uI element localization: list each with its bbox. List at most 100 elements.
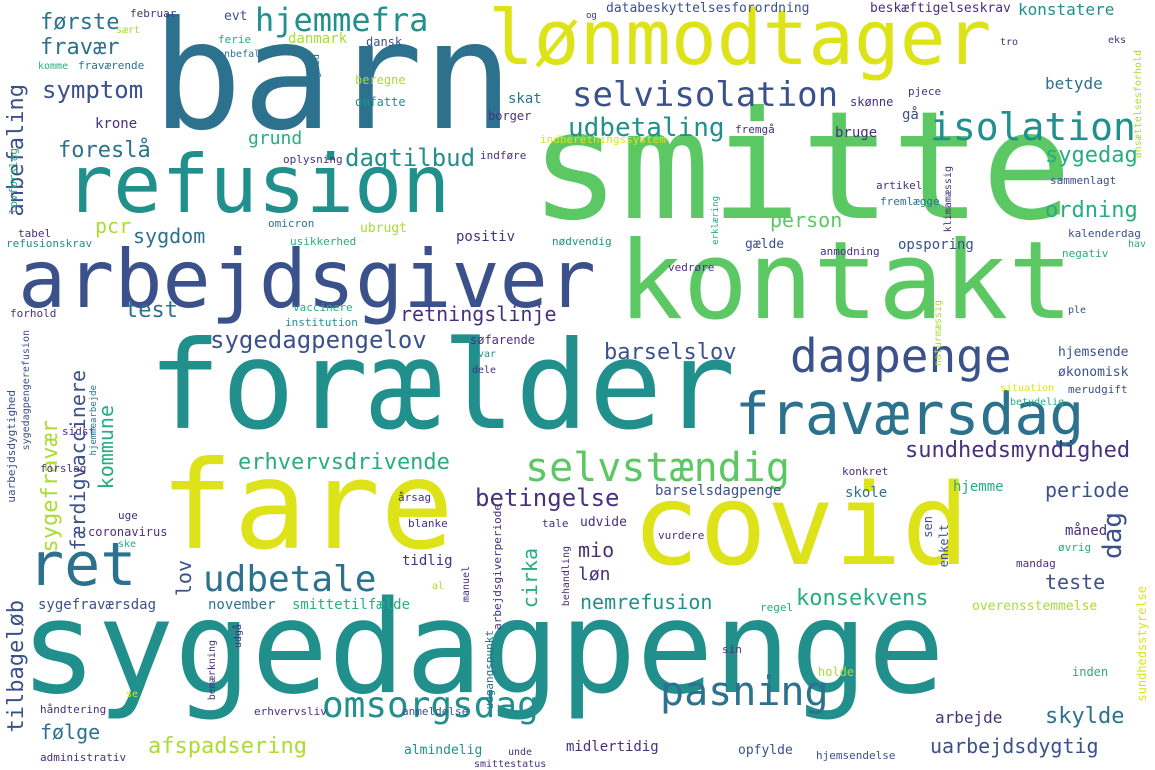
word-smitte: smitte [530,80,1072,254]
word-pasning: pasning [660,669,829,715]
word-barn: barn [152,0,514,164]
word-ubrugt: ubrugt [360,221,407,236]
word-test: test [125,298,178,323]
word-lonmodtager: lønmodtager [488,0,992,82]
word-dagpenge: dagpenge [790,329,1012,383]
word-holde: holde [818,665,855,679]
word-enkelt: enkelt [937,524,951,568]
word-symptom: symptom [42,76,144,104]
word-eks: eks [1108,35,1127,46]
word-klimamaessig: klimamæssig [943,166,954,233]
word-barselslov: barselslov [604,340,737,365]
word-retningslinje: retningslinje [400,302,557,326]
word-tro: tro [1000,37,1019,48]
word-beregne: beregne [355,73,406,87]
word-tabel: tabel [18,227,52,240]
word-skonne: skønne [850,95,894,109]
word-skylde: skylde [1045,704,1125,729]
word-grund: grund [248,128,303,149]
word-barselsdagpenge: barselsdagpenge [655,483,782,499]
word-al: al [432,581,445,592]
word-cirka: cirka [518,548,542,609]
word-fravaer: fravær [40,35,120,60]
word-behandling: behandling [561,546,572,607]
word-merudgift: merudgift [1068,383,1128,396]
word-nemrefusion: nemrefusion [580,590,713,614]
word-ferie: ferie [218,33,252,46]
word-skole: skole [845,485,888,501]
word-coronavirus: coronavirus [88,525,168,539]
word-fravaersdag: fraværsdag [735,380,1085,448]
word-usikkerhed: usikkerhed [290,235,357,248]
word-skat: skat [508,91,542,107]
word-sygedagpenge: sygedagpenge [20,574,945,723]
word-kalenderdag: kalenderdag [1068,227,1141,240]
word-anmodning: anmodning [820,245,880,258]
word-overensstemmelse: overensstemmelse [972,599,1098,614]
word-faerdigvaccinere: færdigvaccinere [66,370,90,551]
word-hjemmefra: hjemmefra [255,1,429,39]
word-unde: unde [508,747,533,758]
word-mulighed: mulighed [311,54,322,103]
word-almindelig: almindelig [404,743,483,758]
word-forslag: forslag [40,462,87,475]
word-artikel: artikel [876,179,923,192]
word-forhold: forhold [10,307,57,320]
word-sygedagpengelov: sygedagpengelov [210,326,427,354]
word-ansaettelsesforhold: ansættelsesforhold [1133,50,1144,159]
word-selvstaendig: selvstændig [525,445,790,491]
word-sammenlagt: sammenlagt [1050,174,1117,187]
word-okonomisk: økonomisk [1058,365,1129,380]
word-sygedag: sygedag [1045,143,1138,168]
word-sygdom: sygdom [133,224,206,248]
word-erhvervsdrivende: erhvervsdrivende [238,450,450,475]
word-ordning: ordning [1045,198,1138,223]
word-sidst: sidst [62,425,96,438]
word-omfatte: omfatte [355,95,406,109]
word-erhvervsliv: erhvervsliv [254,705,327,718]
word-ple: ple [1068,305,1087,316]
word-vaccinere: vaccinere [293,301,353,314]
word-danmark: danmark [288,31,348,47]
word-indfore: indføre [480,149,527,162]
word-krone: krone [95,116,138,132]
word-oplysning: oplysning [283,153,343,166]
word-tilbagelob: tilbageløb [4,600,29,733]
word-evt: evt [224,9,248,24]
word-foreslaa: foreslå [58,138,151,163]
word-november: november [208,597,276,613]
word-hav: hav [1128,239,1147,250]
word-refusion: refusion [65,138,451,231]
word-lon: løn [578,564,611,585]
word-naturmaessig: naturmæssig [933,300,944,367]
word-udbetaling: udbetaling [568,113,725,143]
word-sundhedsmyndighed: sundhedsmyndighed [905,438,1131,463]
word-udbetale: udbetale [203,559,377,600]
word-se: se [126,689,139,700]
word-og: og [586,11,597,21]
word-tale: tale [542,517,569,530]
word-dagtilbud: dagtilbud [345,144,476,172]
word-lovforslag: lovforslag [7,148,20,215]
word-uge: uge [118,509,138,522]
word-omsorgsdag: omsorgsdag [322,685,539,726]
word-manuel: manuel [461,566,472,603]
word-udgangspunkt: udgangspunkt [483,630,496,710]
word-sen: sen [921,516,935,538]
word-mandag: mandag [1016,557,1056,570]
word-covid: covid [632,461,970,591]
word-afspadsering: afspadsering [148,734,307,759]
word-fare: fare [160,435,454,577]
word-pjece: pjece [908,85,942,98]
word-beskaeftigelseskrav: beskæftigelseskrav [870,1,1011,16]
word-hjemmearbejde: hjemmearbejde [89,385,99,456]
word-konkret: konkret [842,465,889,478]
word-gaelde: gælde [745,237,785,252]
word-blanke: blanke [408,517,448,530]
word-opfylde: opfylde [738,743,793,758]
word-bruge: bruge [835,125,878,141]
word-ske: ske [118,539,137,550]
word-negativ: negativ [1062,247,1109,260]
word-arbejdsgiverperiode: arbejdsgiverperiode [491,504,504,630]
word-kommune: kommune [94,405,118,490]
